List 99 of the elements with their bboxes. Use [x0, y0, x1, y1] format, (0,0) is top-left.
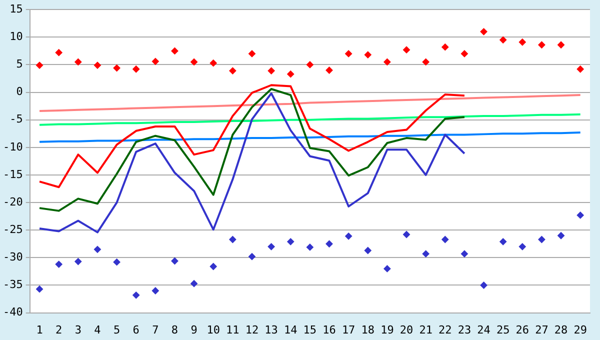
x-tick-label: 25 — [496, 323, 510, 336]
x-tick-label: 5 — [113, 323, 120, 336]
point — [287, 238, 294, 246]
point — [518, 243, 526, 250]
x-tick-label: 9 — [190, 323, 198, 336]
y-tick-label: -30 — [2, 250, 23, 264]
point — [171, 257, 178, 264]
point — [326, 240, 333, 248]
point — [558, 232, 565, 240]
point — [287, 70, 294, 78]
y-tick-label: -35 — [2, 278, 23, 292]
x-tick-label: 19 — [380, 323, 394, 336]
point — [248, 50, 256, 58]
x-tick-label: 21 — [419, 323, 432, 336]
point — [248, 253, 256, 260]
point — [171, 47, 178, 54]
point — [210, 60, 217, 67]
point — [152, 58, 159, 65]
point — [460, 50, 468, 58]
point — [480, 282, 488, 289]
x-tick-label: 11 — [226, 323, 240, 336]
point — [345, 50, 352, 58]
point — [518, 38, 526, 46]
y-tick-label: -25 — [2, 222, 23, 236]
point — [94, 246, 101, 253]
point — [229, 67, 236, 74]
y-tick-label: -40 — [2, 306, 23, 319]
x-tick-label: 1 — [36, 323, 43, 336]
y-tick-label: -20 — [2, 195, 23, 208]
point — [500, 238, 507, 246]
point — [538, 236, 546, 243]
point — [442, 44, 449, 51]
point — [422, 58, 430, 66]
point — [268, 243, 275, 250]
y-tick-label: 10 — [10, 30, 23, 44]
x-tick-label: 6 — [132, 323, 140, 336]
x-tick-label: 22 — [438, 323, 452, 336]
x-tick-label: 24 — [477, 323, 491, 336]
point — [74, 58, 82, 66]
y-tick-label: 0 — [16, 85, 23, 98]
point — [190, 280, 198, 288]
x-tick-label: 27 — [535, 323, 548, 336]
x-tick-label: 4 — [94, 323, 102, 336]
point — [384, 265, 391, 272]
x-tick-label: 14 — [284, 323, 298, 336]
point — [403, 231, 410, 238]
point — [229, 236, 236, 243]
x-tick-label: 7 — [152, 323, 159, 336]
x-tick-label: 13 — [264, 323, 278, 336]
point — [384, 58, 391, 66]
point — [306, 61, 314, 68]
x-tick-label: 3 — [74, 323, 82, 336]
point — [326, 66, 333, 74]
y-tick-label: -10 — [2, 140, 23, 154]
x-tick-label: 10 — [206, 323, 220, 336]
point — [480, 28, 488, 36]
point — [36, 62, 44, 69]
point — [576, 66, 584, 73]
point — [403, 46, 410, 54]
point — [210, 262, 217, 270]
y-tick-label: -5 — [10, 112, 23, 126]
point — [558, 41, 565, 48]
x-tick-label: 20 — [400, 323, 414, 336]
point — [36, 286, 44, 293]
point — [55, 49, 62, 56]
point — [190, 58, 198, 66]
x-tick-label: 23 — [458, 323, 472, 336]
x-tick-label: 2 — [56, 323, 62, 336]
x-tick-label: 18 — [361, 323, 375, 336]
point — [576, 212, 584, 219]
point — [422, 250, 430, 258]
x-tick-label: 12 — [245, 323, 259, 336]
x-tick-label: 15 — [303, 323, 317, 336]
x-tick-label: 8 — [171, 323, 178, 336]
y-tick-label: 15 — [10, 2, 23, 16]
point — [460, 250, 468, 258]
point — [442, 236, 449, 243]
point — [132, 292, 140, 299]
point — [538, 41, 546, 48]
x-tick-label: 17 — [342, 323, 356, 336]
point — [364, 247, 372, 254]
y-tick-label: 5 — [16, 58, 23, 71]
point — [268, 67, 275, 74]
x-tick-label: 28 — [554, 323, 568, 336]
point — [306, 244, 314, 251]
point — [345, 232, 352, 240]
point — [94, 62, 101, 69]
x-tick-label: 26 — [516, 323, 530, 336]
point — [113, 258, 120, 266]
y-tick-label: -15 — [2, 168, 23, 181]
point — [113, 64, 120, 72]
point — [132, 66, 140, 73]
point — [500, 36, 507, 44]
point — [55, 260, 62, 268]
point — [152, 287, 159, 294]
x-tick-label: 16 — [322, 323, 336, 336]
point — [364, 51, 372, 58]
x-tick-label: 29 — [574, 323, 587, 336]
point — [74, 258, 82, 266]
